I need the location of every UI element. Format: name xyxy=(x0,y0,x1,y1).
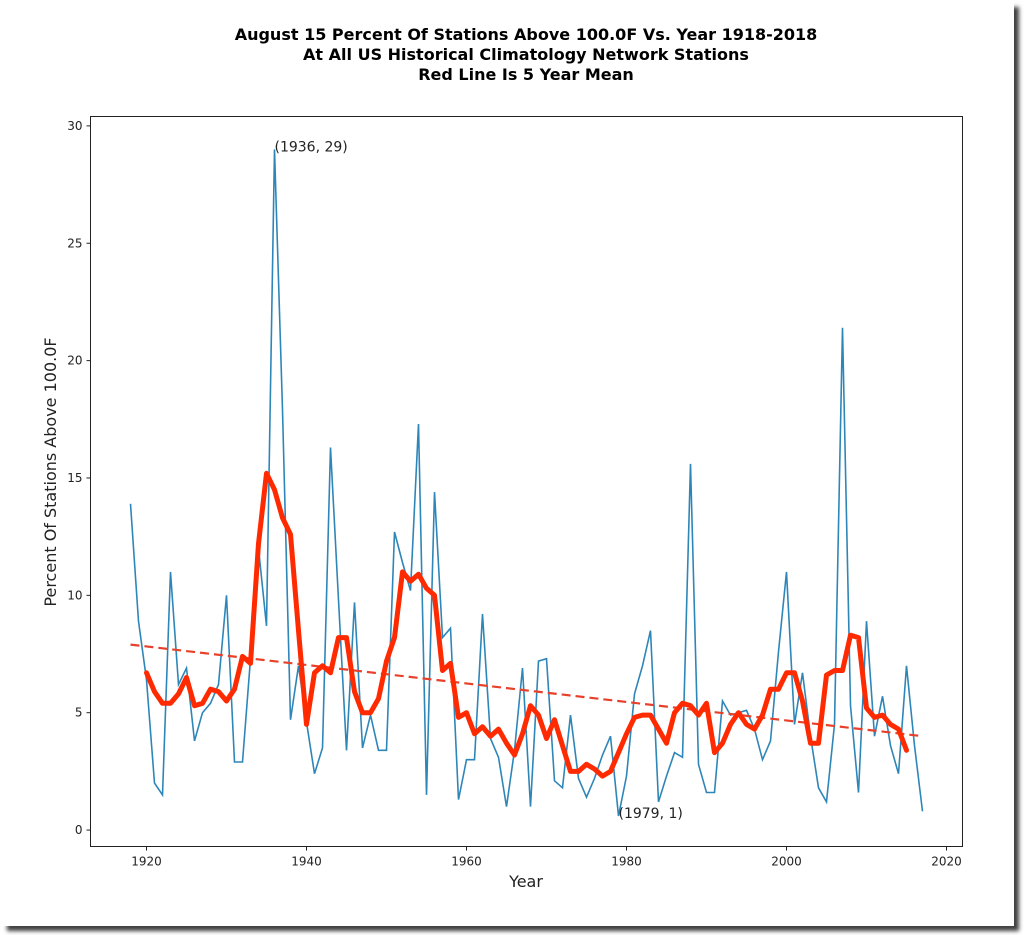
plot-frame xyxy=(90,116,963,847)
y-tick-label: 30 xyxy=(67,119,82,133)
x-tick-label: 1980 xyxy=(611,855,642,869)
y-tick-label: 20 xyxy=(67,354,82,368)
title-line-1: August 15 Percent Of Stations Above 100.… xyxy=(235,25,818,44)
y-axis-ticks: 0 5 10 15 20 25 30 xyxy=(67,119,91,837)
x-tick-label: 2000 xyxy=(771,855,802,869)
y-tick-label: 15 xyxy=(67,471,82,485)
x-tick-label: 2020 xyxy=(931,855,962,869)
x-tick-label: 1960 xyxy=(451,855,482,869)
chart-title: August 15 Percent Of Stations Above 100.… xyxy=(235,25,818,84)
y-axis-label: Percent Of Stations Above 100.0F xyxy=(41,337,60,606)
y-tick-label: 10 xyxy=(67,588,82,602)
y-tick-label: 25 xyxy=(67,236,82,250)
x-axis-ticks: 1920 1940 1960 1980 2000 2020 xyxy=(131,846,962,869)
series-group xyxy=(129,149,924,817)
annotation-label: (1936, 29) xyxy=(275,139,348,155)
x-tick-label: 1940 xyxy=(291,855,322,869)
series-line-5-year-mean xyxy=(144,470,909,779)
y-tick-label: 0 xyxy=(75,823,83,837)
x-axis-label: Year xyxy=(508,872,543,891)
series-line-annual xyxy=(129,149,924,817)
x-tick-label: 1920 xyxy=(131,855,162,869)
title-line-2: At All US Historical Climatology Network… xyxy=(303,45,749,64)
y-tick-label: 5 xyxy=(75,706,83,720)
annotations-group: (1936, 29) (1979, 1) xyxy=(275,139,683,822)
series-line-trend xyxy=(130,643,923,738)
title-line-3: Red Line Is 5 Year Mean xyxy=(418,65,634,84)
annotation-label: (1979, 1) xyxy=(619,806,683,822)
